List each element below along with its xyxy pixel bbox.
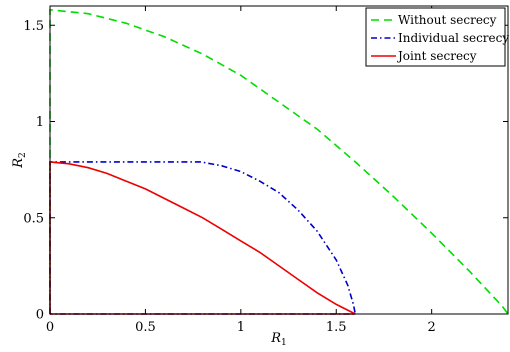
svg-text:R2: R2 [11,152,28,169]
x-axis-label-subscript: 1 [281,338,287,348]
legend-label-2: Joint secrecy [396,49,477,63]
series-line-1 [49,161,357,315]
y-axis-label-subscript: 2 [18,152,28,158]
x-axis-label: R1 [270,331,287,348]
y-axis-label-main: R [11,158,26,169]
ticks-layer: 0 0.5 1 1.5 2 0 0.5 1 1.5 [23,6,508,335]
y-axis-label: R2 [11,152,28,169]
series-line-0 [49,8,509,315]
legend-label-0: Without secrecy [398,13,497,27]
y-tick-label: 0.5 [23,211,44,226]
x-tick-label: 2 [428,320,436,335]
plot-frame [49,5,509,315]
x-tick-label: 0 [46,320,54,335]
legend: Without secrecy Individual secrecy Joint s… [365,7,509,67]
y-tick-label: 1.5 [23,19,44,34]
x-tick-label: 1.5 [326,320,347,335]
legend-label-1: Individual secrecy [398,31,509,45]
series-line-2 [49,161,356,315]
x-tick-label: 0.5 [135,320,156,335]
x-axis-label-main: R [270,331,281,346]
series-layer [49,8,509,315]
y-tick-label: 0 [36,308,44,323]
svg-text:R1: R1 [270,331,287,348]
x-tick-label: 1 [237,320,245,335]
y-tick-label: 1 [36,115,44,130]
